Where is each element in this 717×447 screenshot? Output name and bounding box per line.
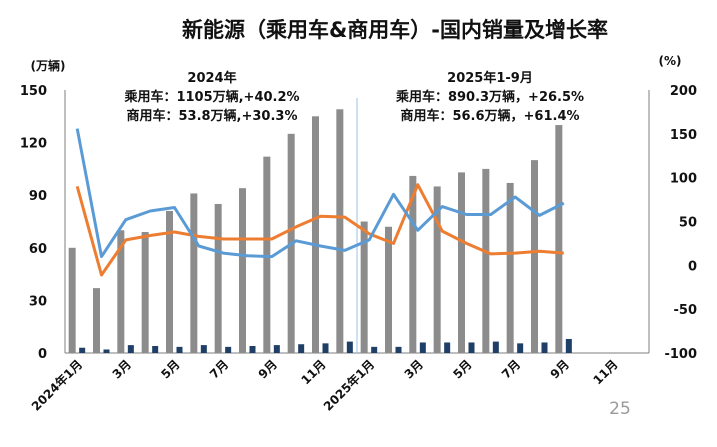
passenger-bar — [312, 116, 319, 353]
x-axis-tick-label: 7月 — [499, 357, 523, 381]
commercial-bar — [200, 345, 207, 353]
right-axis-tick-label: -100 — [664, 347, 697, 362]
left-axis-tick-label: 30 — [29, 294, 47, 309]
annotation-2025-commercial: 商用车：56.6万辆，+61.4% — [400, 108, 579, 124]
passenger-bar — [458, 172, 465, 353]
passenger-bar — [409, 175, 417, 353]
commercial-bar — [468, 342, 475, 353]
x-axis-tick-label: 5月 — [158, 357, 182, 381]
commercial-growth-line — [75, 183, 564, 277]
x-axis-tick-label: 5月 — [450, 357, 474, 381]
commercial-bar — [103, 349, 110, 353]
annotation-2024-commercial: 商用车：53.8万辆,+30.3% — [126, 108, 297, 124]
commercial-bar — [273, 345, 280, 353]
left-axis-tick-label: 90 — [29, 189, 47, 204]
passenger-bar — [166, 210, 173, 353]
x-axis-tick-label: 2025年1月 — [320, 357, 377, 414]
commercial-bar — [419, 342, 426, 353]
passenger-bar — [190, 193, 198, 353]
left-axis-tick-label: 60 — [29, 242, 47, 257]
commercial-bar — [225, 346, 232, 353]
x-axis-tick-label: 2024年1月 — [28, 357, 85, 414]
right-axis-tick-label: 0 — [688, 259, 697, 274]
annotation-2024-passenger: 乘用车：1105万辆,+40.2% — [123, 89, 299, 105]
commercial-bar — [541, 342, 548, 353]
annotation-2025-title: 2025年1-9月 — [447, 70, 533, 86]
commercial-bar — [249, 345, 256, 353]
x-axis-tick-label: 11月 — [298, 357, 328, 387]
annotation-2024-title: 2024年 — [187, 70, 236, 86]
x-axis-tick-label: 3月 — [402, 357, 426, 381]
passenger-growth-line — [75, 128, 565, 259]
commercial-bar — [517, 343, 524, 353]
commercial-bar — [127, 345, 134, 353]
commercial-bar — [395, 346, 402, 353]
right-axis-tick-label: 50 — [679, 216, 697, 231]
x-axis-tick-label: 11月 — [590, 357, 620, 387]
passenger-bar — [360, 221, 368, 353]
right-axis-tick-label: 200 — [670, 84, 697, 99]
right-axis-unit: (%) — [659, 54, 682, 68]
passenger-bar — [385, 226, 392, 353]
x-axis-tick-label: 3月 — [110, 357, 134, 381]
annotation-2025-passenger: 乘用车：890.3万辆，+26.5% — [395, 89, 584, 105]
commercial-bar — [492, 341, 499, 353]
right-axis-tick-label: 100 — [670, 172, 697, 187]
left-axis-tick-label: 120 — [20, 137, 47, 152]
passenger-bar — [214, 203, 222, 353]
commercial-bar — [565, 338, 572, 353]
commercial-bar — [176, 346, 183, 353]
right-axis-tick-label: 150 — [670, 128, 697, 143]
page-number: 25 — [609, 399, 631, 419]
passenger-bar — [68, 247, 76, 353]
annotation-2024: 2024年 乘用车：1105万辆,+40.2% 商用车：53.8万辆,+30.3… — [123, 70, 299, 124]
passenger-bar — [141, 232, 149, 353]
commercial-bar — [322, 343, 329, 353]
commercial-bar — [152, 345, 159, 353]
commercial-bar — [371, 346, 378, 353]
left-axis-tick-label: 150 — [20, 84, 47, 99]
passenger-bar — [336, 109, 344, 353]
passenger-bar — [433, 186, 441, 353]
passenger-bar — [555, 125, 563, 353]
commercial-bar — [79, 347, 86, 353]
passenger-bar — [93, 288, 100, 353]
passenger-bar — [506, 182, 514, 353]
commercial-bar — [298, 344, 305, 353]
commercial-bar — [444, 342, 451, 353]
chart-title: 新能源（乘用车&商用车）-国内销量及增长率 — [182, 18, 608, 42]
x-axis-tick-label: 9月 — [548, 357, 572, 381]
passenger-bar — [239, 188, 246, 353]
left-axis-tick-label: 0 — [38, 347, 47, 362]
passenger-bar — [531, 160, 538, 353]
annotation-2025: 2025年1-9月 乘用车：890.3万辆，+26.5% 商用车：56.6万辆，… — [395, 70, 584, 124]
commercial-bar — [346, 341, 353, 353]
plot-area: 0 30 60 90 120 150 -100 -50 0 50 100 150 200 2024年1月 3… — [20, 84, 697, 414]
right-axis-tick-label: -50 — [674, 303, 698, 318]
x-axis-tick-label: 9月 — [256, 357, 280, 381]
passenger-bar — [263, 156, 271, 353]
passenger-bar — [117, 230, 125, 353]
left-axis-unit: (万辆) — [31, 58, 66, 73]
passenger-bar — [482, 168, 490, 353]
x-axis-tick-label: 7月 — [207, 357, 231, 381]
